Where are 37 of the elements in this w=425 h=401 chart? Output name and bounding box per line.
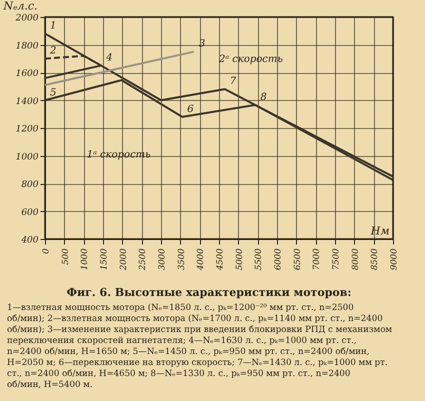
- annotation: 1: [50, 20, 56, 32]
- x-tick-label: 1500: [100, 248, 110, 270]
- y-tick-label: 800: [21, 180, 39, 190]
- y-tick-label: 1800: [16, 41, 39, 52]
- x-tick-label: 0: [42, 248, 52, 254]
- y-tick-label: 1600: [16, 69, 39, 79]
- x-tick-label: 8500: [370, 248, 380, 270]
- annotation: 2: [49, 46, 56, 57]
- x-tick-label: 5500: [254, 248, 264, 270]
- annotation: 4: [105, 52, 112, 64]
- y-tick-label: 1000: [16, 152, 39, 162]
- x-tick-label: 6500: [292, 248, 303, 270]
- y-tick-label: 2000: [14, 14, 39, 24]
- y-tick-label: 400: [20, 236, 39, 246]
- x-tick-label: 2500: [138, 248, 148, 272]
- x-tick-label: 3500: [176, 248, 187, 270]
- x-tick-label: 4500: [216, 248, 226, 272]
- x-tick-label: 2000: [118, 248, 129, 272]
- text: Фиг. 6. Высотные характеристики моторов:: [66, 286, 352, 299]
- x-tick-label: 1000: [80, 248, 90, 270]
- x-tick-label: 7500: [332, 248, 342, 270]
- y-tick-label: 1400: [16, 96, 39, 107]
- x-tick-label: 5000: [234, 248, 245, 270]
- y-tick-label: 1200: [16, 124, 39, 134]
- x-tick-label: 4000: [196, 248, 206, 272]
- x-tick-label: 8000: [350, 248, 361, 270]
- x-tick-label: 3000: [158, 248, 168, 270]
- x-tick-label: 500: [60, 248, 71, 265]
- annotation: 7: [230, 76, 237, 88]
- y-axis-title: Nₑл.с.: [2, 0, 38, 12]
- x-tick-label: 9000: [390, 248, 400, 270]
- text: 1—взлетная мощность мотора (Nₑ=1850 л. с., pₖ=1200⁻²⁰ мм рт. ст., n=2500 об/мин); 2—взлетная мощность мотора (Nₑ=1700 л. с., pₖ=1140 мм рт. ст., n=2400 об/мин); 3—изменение характеристик при введении блокировки РПД с механизмом переключения скоростей нагнетателя; 4—Nₑ=1630 л. с., pₖ=1000 мм рт. ст., n=2400 об/мин, H=1650 м; 5—Nₑ=1450 л. с., pₖ=950 мм рт. ст., n=2400 об/мин, H=2050 м; 6—переключение на вторую скорость; 7—Nₑ=1430 л. с., pₖ=1000 мм рт. ст., n=2400 об/мин, H=4650 м; 8—Nₑ=1330 л. с., pₖ=950 мм рт. ст., n=2400 об/мин, H=5400 м.: [7, 303, 392, 390]
- y-tick-label: 600: [21, 208, 39, 218]
- annotation: 6: [187, 104, 194, 115]
- x-tick-label: 7000: [312, 248, 322, 270]
- annotation: 5: [50, 87, 56, 98]
- x-tick-label: 6000: [274, 248, 284, 270]
